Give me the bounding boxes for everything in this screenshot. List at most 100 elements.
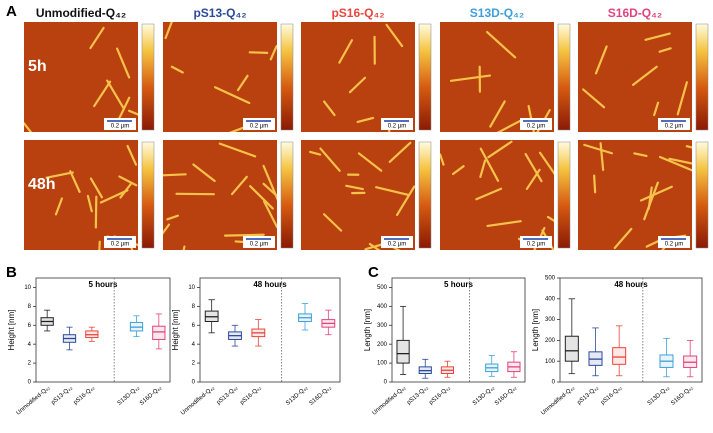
chart-title: 5 hours <box>444 280 473 289</box>
scale-bar-label: 0.2 µm <box>250 124 268 130</box>
fibril <box>582 88 606 109</box>
plot-frame <box>199 277 341 383</box>
y-tick-label: 4 <box>28 342 32 348</box>
fibril <box>685 145 692 149</box>
fibril <box>583 143 614 155</box>
y-tick-label: 0 <box>552 380 556 386</box>
x-tick-label: S16D-Q₄₂ <box>139 385 164 407</box>
fibril <box>440 153 445 166</box>
x-tick-label: pS16-Q₄₂ <box>73 385 97 406</box>
box <box>396 339 410 364</box>
y-tick-label: 500 <box>377 285 388 291</box>
x-tick-label: pS16-Q₄₂ <box>428 385 452 406</box>
fibril <box>182 245 186 250</box>
fibril <box>524 152 543 183</box>
fibril <box>236 74 249 92</box>
scale-bar-label: 0.2 µm <box>388 124 406 130</box>
fibril <box>269 45 277 61</box>
y-tick-label: 100 <box>377 361 388 367</box>
fibril <box>594 45 608 75</box>
y-tick-label: 0 <box>384 380 388 386</box>
fibril <box>93 80 112 108</box>
fibril <box>323 100 336 117</box>
fibril <box>356 116 375 124</box>
afm-background <box>24 140 138 250</box>
y-tick-label: 0 <box>28 380 32 386</box>
fibril <box>345 184 364 191</box>
y-axis-label: Height [nm] <box>171 310 180 351</box>
x-tick-label: Unmodified-Q₄₂ <box>180 385 216 417</box>
scale-bar-label: 0.2 µm <box>111 124 129 130</box>
x-tick-label: Unmodified-Q₄₂ <box>16 385 52 417</box>
fibril <box>163 223 171 235</box>
column-header: Unmodified-Q₄₂ <box>36 6 126 20</box>
fibril <box>319 147 341 172</box>
fibril <box>479 147 500 182</box>
x-tick-label: pS16-Q₄₂ <box>600 385 624 406</box>
y-tick-label: 2 <box>28 361 32 367</box>
colorbar <box>418 141 432 249</box>
y-axis-label: Length [nm] <box>363 309 372 351</box>
chart-title: 5 hours <box>89 280 118 289</box>
fibril <box>164 22 173 40</box>
column-header: pS16-Q₄₂ <box>331 6 384 20</box>
panel-label: B <box>6 264 17 281</box>
fibril <box>449 74 492 82</box>
fibril <box>538 151 554 175</box>
fibril <box>676 81 688 116</box>
fibril <box>487 140 513 159</box>
fibrils <box>323 23 404 132</box>
afm-background <box>578 22 692 132</box>
afm-image <box>301 22 415 132</box>
fibril <box>128 109 138 116</box>
panel-label: C <box>368 264 379 281</box>
afm-image <box>578 22 692 132</box>
fibril <box>126 144 138 166</box>
fibril <box>639 185 673 202</box>
afm-image <box>440 22 554 132</box>
y-tick-label: 300 <box>377 323 388 329</box>
fibril <box>633 152 648 158</box>
fibril <box>661 244 667 250</box>
fibril <box>98 240 101 250</box>
fibril <box>45 171 74 179</box>
fibril <box>166 214 180 221</box>
column-header: S16D-Q₄₂ <box>608 6 662 20</box>
afm-background <box>301 22 415 132</box>
fibril <box>593 174 597 194</box>
x-tick-label: pS13-Q₄₂ <box>576 385 600 406</box>
colorbar <box>557 23 571 131</box>
y-tick-label: 400 <box>377 304 388 310</box>
column-header: S13D-Q₄₂ <box>470 6 524 20</box>
fibril <box>348 76 367 94</box>
y-tick-label: 8 <box>192 304 196 310</box>
colorbar <box>141 141 155 249</box>
fibril <box>496 118 525 132</box>
x-tick-label: S13D-Q₄₂ <box>647 385 672 407</box>
fibril <box>631 65 658 86</box>
fibril <box>118 175 138 187</box>
fibril <box>249 185 274 210</box>
colorbar <box>418 23 432 131</box>
y-tick-label: 8 <box>28 304 32 310</box>
colorbar <box>141 23 155 131</box>
fibril <box>658 47 672 53</box>
fibril <box>69 170 81 193</box>
fibril <box>486 30 517 59</box>
fibril <box>613 227 633 250</box>
fibril <box>357 152 383 172</box>
x-tick-label: S13D-Q₄₂ <box>117 385 142 407</box>
fibril <box>163 173 187 177</box>
afm-image <box>24 140 138 250</box>
fibril <box>338 39 354 64</box>
afm-background <box>163 22 277 132</box>
box <box>564 335 579 362</box>
afm-image <box>578 140 692 250</box>
colorbar <box>695 141 709 249</box>
colorbar <box>280 23 294 131</box>
y-tick-label: 2 <box>192 361 196 367</box>
panel-label: A <box>6 3 17 20</box>
y-tick-label: 200 <box>545 338 556 344</box>
box <box>152 325 166 340</box>
